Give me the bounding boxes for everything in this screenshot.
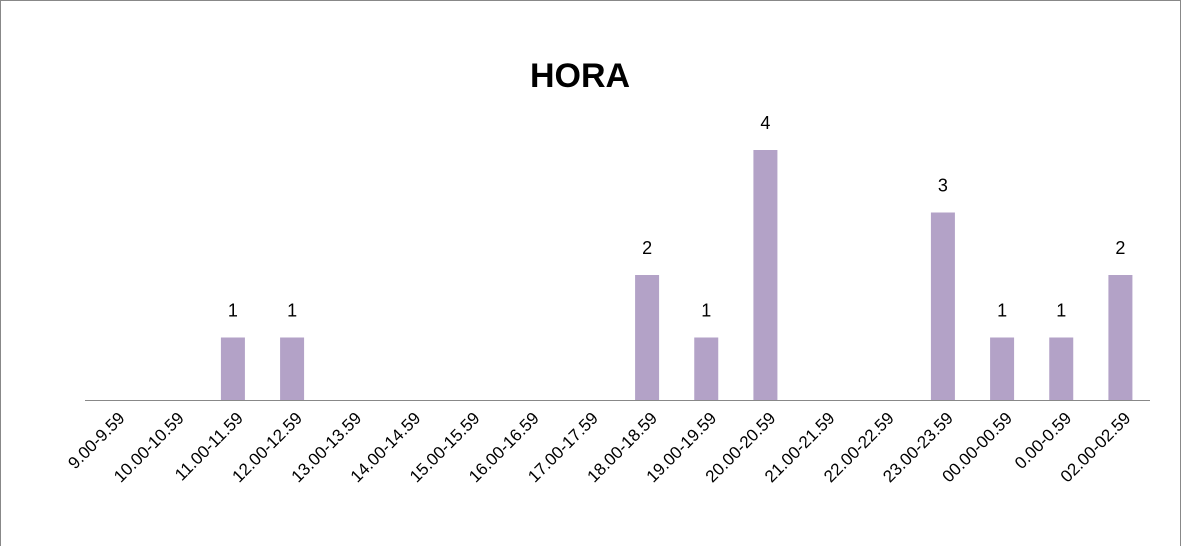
- bar: [694, 337, 719, 400]
- bar: [1108, 275, 1133, 400]
- bar: [220, 337, 245, 400]
- chart-title: HORA: [530, 57, 630, 95]
- data-label: 1: [287, 300, 297, 320]
- data-label: 1: [1056, 300, 1066, 320]
- bar: [635, 275, 660, 400]
- data-label: 1: [997, 300, 1007, 320]
- data-label: 3: [938, 175, 948, 195]
- data-label: 4: [760, 113, 770, 133]
- bar: [753, 150, 778, 400]
- bar: [930, 212, 955, 400]
- data-label: 2: [1115, 238, 1125, 258]
- bar: [1049, 337, 1074, 400]
- bar: [280, 337, 305, 400]
- bar: [990, 337, 1015, 400]
- data-label: 2: [642, 238, 652, 258]
- data-label: 1: [228, 300, 238, 320]
- data-label: 1: [701, 300, 711, 320]
